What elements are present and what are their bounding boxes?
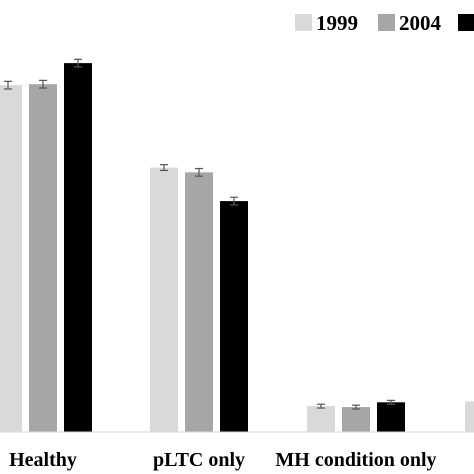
bar-series-3-pltc-only [220,201,248,432]
x-tick-label: MH condition only [275,449,436,471]
legend-label: 2004 [399,11,442,35]
error-bar [230,196,238,206]
legend-label: 1999 [316,11,358,35]
legend-entry: 2004 [378,11,442,35]
legend-entry [458,14,474,31]
category-labels: Healthy pLTC only MH condition only [9,449,436,471]
x-tick-label: pLTC only [153,449,245,471]
error-bar [352,404,360,410]
legend-entry: 1999 [295,11,358,35]
bar-1999-pltc-only [150,167,178,433]
error-bar [387,399,395,405]
error-bar [160,164,168,172]
error-bar [4,80,12,90]
legend-swatch [378,14,395,31]
bar-1999-healthy [0,85,22,432]
error-bar [39,79,47,89]
bars-layer [0,58,474,433]
error-bar [74,58,82,68]
x-tick-label: Healthy [9,449,77,471]
error-bar [195,167,203,177]
bar-series-3-mh-condition-only [377,402,405,432]
bar-1999-category-4 [465,401,474,432]
legend: 1999 2004 [295,11,474,35]
bar-2004-pltc-only [185,172,213,433]
bar-1999-mh-condition-only [307,406,335,432]
bar-series-3-healthy [64,63,92,433]
bar-2004-healthy [29,84,57,433]
error-bar [317,403,325,409]
legend-swatch [458,14,474,31]
bar-2004-mh-condition-only [342,407,370,432]
legend-swatch [295,14,312,31]
